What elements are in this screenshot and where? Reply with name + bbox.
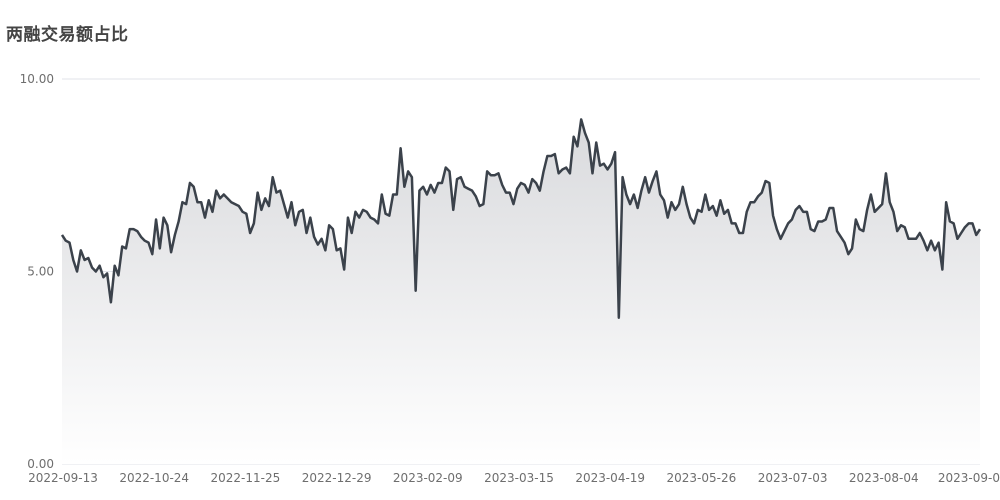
series-line-path <box>60 118 982 319</box>
series-area <box>62 119 980 465</box>
y-tick-label: 10.00 <box>20 72 54 86</box>
x-axis-tick-labels: 2022-09-13 2022-10-24 2022-11-25 2022-12-29… <box>28 471 1000 485</box>
x-tick-label: 2023-09-0 <box>938 471 1000 485</box>
x-tick-label: 2022-09-13 <box>28 471 98 485</box>
y-tick-label: 0.00 <box>27 457 54 471</box>
chart-title: 两融交易额占比 <box>6 25 129 45</box>
y-tick-label: 5.00 <box>27 265 54 279</box>
x-tick-label: 2022-10-24 <box>119 471 189 485</box>
x-tick-label: 2022-11-25 <box>211 471 281 485</box>
series-line <box>60 118 982 319</box>
x-tick-label: 2023-04-19 <box>575 471 645 485</box>
x-tick-label: 2023-02-09 <box>393 471 463 485</box>
area-fill <box>62 119 980 465</box>
y-axis-tick-labels: 0.00 5.00 10.00 <box>20 72 54 471</box>
x-tick-label: 2023-05-26 <box>667 471 737 485</box>
x-tick-label: 2023-07-03 <box>758 471 828 485</box>
x-tick-label: 2023-03-15 <box>484 471 554 485</box>
x-tick-label: 2023-08-04 <box>849 471 919 485</box>
x-tick-label: 2022-12-29 <box>302 471 372 485</box>
